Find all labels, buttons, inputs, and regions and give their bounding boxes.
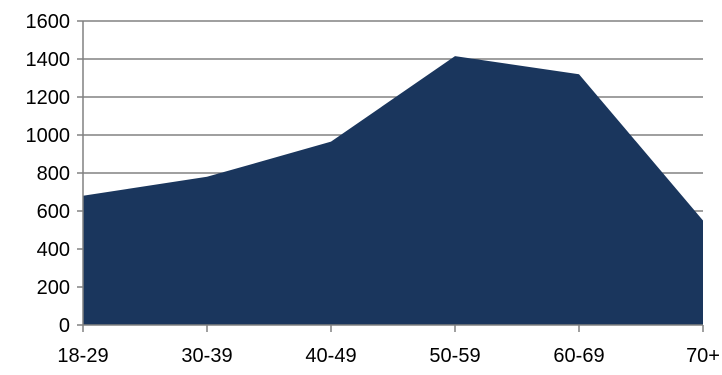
x-tick-label: 50-59	[429, 345, 480, 367]
x-tick-label: 30-39	[181, 345, 232, 367]
x-tick-labels: 18-29 30-39 40-49 50-59 60-69 70+	[57, 345, 720, 367]
y-tick-label: 800	[37, 163, 70, 185]
y-tick-label: 1600	[26, 11, 71, 33]
y-tick-label: 1400	[26, 49, 71, 71]
y-tick-label: 200	[37, 277, 70, 299]
y-tick-label: 400	[37, 239, 70, 261]
x-tick-label: 40-49	[305, 345, 356, 367]
y-tick-label: 600	[37, 201, 70, 223]
x-tick-label: 60-69	[553, 345, 604, 367]
x-tick-label: 18-29	[57, 345, 108, 367]
y-tick-label: 1200	[26, 87, 71, 109]
y-tick-label: 1000	[26, 125, 71, 147]
y-tick-label: 0	[59, 315, 70, 337]
y-tick-labels: 0 200 400 600 800 1000 1200 1400 1600	[26, 11, 71, 337]
x-tick-label: 70+	[686, 345, 720, 367]
